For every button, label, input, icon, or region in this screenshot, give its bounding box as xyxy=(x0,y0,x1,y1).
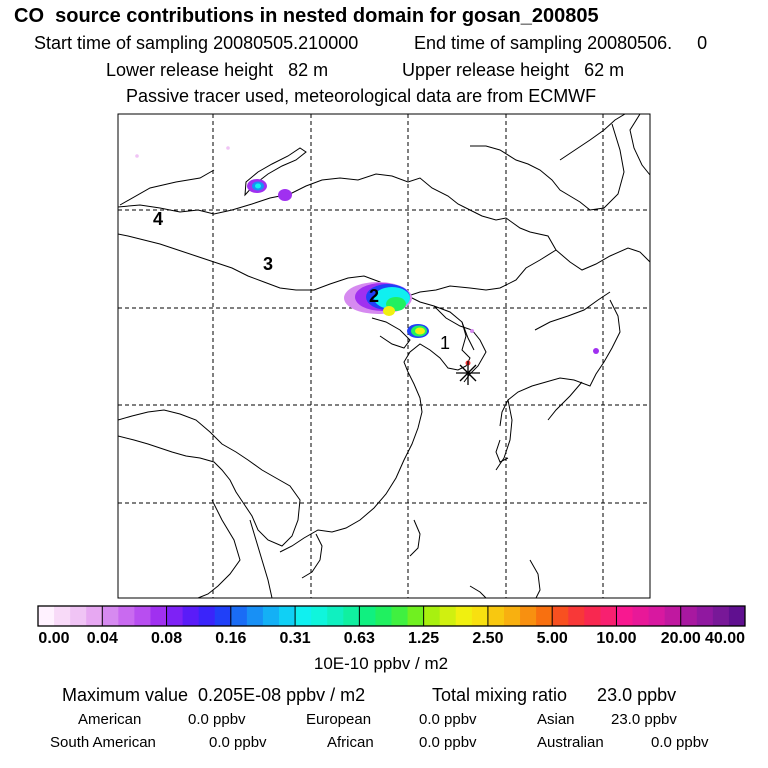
region-label-2: 2 xyxy=(369,286,379,306)
colorbar-swatch xyxy=(728,606,746,626)
colorbar-swatch xyxy=(712,606,730,626)
colorbar-swatch xyxy=(295,606,312,626)
colorbar-swatch xyxy=(552,606,569,626)
asian-value: 23.0 ppbv xyxy=(611,711,677,728)
colorbar-swatch xyxy=(230,606,248,626)
plume-baikal-east xyxy=(278,189,292,201)
colorbar-tick-label: 0.08 xyxy=(150,630,183,647)
south-american-label: South American xyxy=(50,734,156,751)
region-label-1: 1 xyxy=(440,333,450,353)
asian-label: Asian xyxy=(537,711,575,728)
colorbar-swatch xyxy=(391,606,409,626)
end-time-label: End time of sampling 20080506. 0 xyxy=(414,33,708,53)
colorbar-swatch xyxy=(70,606,87,626)
colorbar-swatch xyxy=(214,606,232,626)
chart-title: CO source contributions in nested domain… xyxy=(14,5,599,27)
colorbar-swatch xyxy=(520,606,537,626)
plume-layer xyxy=(135,146,599,366)
colorbar-swatch xyxy=(343,606,360,626)
european-value: 0.0 ppbv xyxy=(419,711,477,728)
colorbar-swatch xyxy=(407,606,425,626)
colorbar-swatch xyxy=(134,606,151,626)
colorbar-tick-label: 1.25 xyxy=(408,630,440,647)
european-label: European xyxy=(306,711,372,728)
colorbar-tick-label: 0.31 xyxy=(279,630,311,647)
south-american-value: 0.0 ppbv xyxy=(209,734,267,751)
colorbar-tick-label: 40.00 xyxy=(704,630,746,647)
colorbar-swatch xyxy=(568,606,585,626)
colorbar-swatch xyxy=(38,606,55,626)
colorbar-unit: 10E-10 ppbv / m2 xyxy=(313,654,449,673)
colorbar-swatch xyxy=(616,606,634,626)
colorbar-swatch xyxy=(150,606,168,626)
colorbar-swatch xyxy=(375,606,392,626)
american-value: 0.0 ppbv xyxy=(188,711,246,728)
receptor-marker xyxy=(456,361,480,385)
colorbar-swatch xyxy=(664,606,682,626)
region-label-3: 3 xyxy=(263,254,273,274)
colorbar-swatch xyxy=(102,606,119,626)
maximum-value: Maximum value 0.205E-08 ppbv / m2 xyxy=(62,685,366,705)
colorbar-swatch xyxy=(54,606,71,626)
australian-value: 0.0 ppbv xyxy=(651,734,709,751)
colorbar-swatch xyxy=(680,606,698,626)
colorbar-swatch xyxy=(279,606,296,626)
colorbar-tick-label: 0.00 xyxy=(38,630,70,647)
coastlines xyxy=(118,114,650,598)
colorbar-tick-label: 20.00 xyxy=(660,630,701,647)
colorbar-swatch xyxy=(696,606,714,626)
total-mixing-ratio: Total mixing ratio 23.0 ppbv xyxy=(432,685,677,705)
colorbar-swatch xyxy=(311,606,328,626)
plume-speck xyxy=(135,154,139,158)
plume-korea xyxy=(470,329,474,333)
plume-japan xyxy=(593,348,599,354)
colorbar-swatch xyxy=(536,606,553,626)
australian-label: Australian xyxy=(537,734,604,751)
tracer-info: Passive tracer used, meteorological data… xyxy=(126,86,597,106)
colorbar-tick-label: 10.00 xyxy=(596,630,637,647)
colorbar-swatch xyxy=(487,606,505,626)
colorbar-tick-label: 2.50 xyxy=(472,630,504,647)
map-frame xyxy=(117,113,651,599)
colorbar-tick-label: 5.00 xyxy=(536,630,568,647)
colorbar-swatch xyxy=(648,606,666,626)
colorbar-swatch xyxy=(471,606,489,626)
colorbar-swatch xyxy=(359,606,376,626)
plume-2-yellow xyxy=(383,306,395,316)
colorbar-swatch xyxy=(423,606,441,626)
colorbar-swatch xyxy=(166,606,184,626)
colorbar-tick-label: 0.16 xyxy=(215,630,247,647)
region-label-4: 4 xyxy=(153,209,163,229)
plume-1-yellow xyxy=(415,327,425,335)
colorbar-border xyxy=(37,605,746,627)
african-label: African xyxy=(327,734,374,751)
colorbar-tick-label: 0.63 xyxy=(343,630,375,647)
american-label: American xyxy=(78,711,142,728)
colorbar-swatch xyxy=(632,606,650,626)
african-value: 0.0 ppbv xyxy=(419,734,477,751)
colorbar-swatch xyxy=(182,606,200,626)
plume-speck xyxy=(226,146,230,150)
start-time-label: Start time of sampling 20080505.210000 xyxy=(34,33,359,53)
colorbar-swatch xyxy=(600,606,617,626)
colorbar-tick-label: 0.04 xyxy=(86,630,118,647)
colorbar-swatch xyxy=(198,606,216,626)
lower-release-height: Lower release height 82 m xyxy=(106,60,329,80)
colorbar-swatch xyxy=(503,606,521,626)
colorbar-swatch xyxy=(327,606,344,626)
colorbar xyxy=(37,605,746,627)
colorbar-swatch xyxy=(246,606,264,626)
colorbar-swatch xyxy=(262,606,280,626)
plume-baikal-core xyxy=(255,183,261,189)
colorbar-swatch xyxy=(118,606,135,626)
colorbar-swatch xyxy=(584,606,601,626)
colorbar-swatch xyxy=(439,606,457,626)
upper-release-height: Upper release height 62 m xyxy=(402,60,625,80)
colorbar-swatch xyxy=(86,606,103,626)
colorbar-swatch xyxy=(455,606,473,626)
